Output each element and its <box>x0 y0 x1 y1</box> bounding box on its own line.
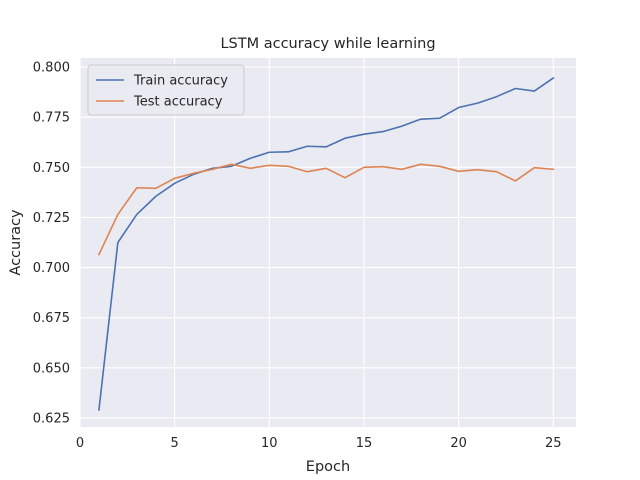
x-tick-label: 20 <box>450 436 467 451</box>
chart-title: LSTM accuracy while learning <box>220 36 435 52</box>
y-tick-label: 0.800 <box>33 61 70 76</box>
x-tick-label: 15 <box>356 436 373 451</box>
y-tick-label: 0.675 <box>33 311 70 326</box>
y-tick-label: 0.700 <box>33 261 70 276</box>
y-tick-label: 0.750 <box>33 161 70 176</box>
x-tick-label: 25 <box>545 436 562 451</box>
y-axis-label: Accuracy <box>8 209 24 276</box>
series-line-train-accuracy <box>98 76 555 411</box>
y-tick-label: 0.725 <box>33 211 70 226</box>
x-tick-label: 5 <box>171 436 179 451</box>
series-line-test-accuracy <box>97 163 555 256</box>
y-tick-label: 0.650 <box>33 361 70 376</box>
y-tick-label: 0.625 <box>33 411 70 426</box>
legend-label-test-accuracy: Test accuracy <box>133 95 223 110</box>
tick-labels: 0 5 10 15 20 25 0.625 0.650 0.675 0.700 0.725 0.750… <box>33 61 562 451</box>
legend-label-train-accuracy: Train accuracy <box>133 74 228 89</box>
legend-box <box>87 64 245 116</box>
x-tick-label: 0 <box>76 436 84 451</box>
x-tick-label: 10 <box>261 436 278 451</box>
x-axis-label: Epoch <box>306 459 350 475</box>
grid <box>79 58 576 427</box>
legend: Train accuracy Test accuracy <box>87 64 245 116</box>
y-tick-label: 0.775 <box>33 111 70 126</box>
plot-area <box>80 58 576 427</box>
series-layer <box>97 76 555 411</box>
